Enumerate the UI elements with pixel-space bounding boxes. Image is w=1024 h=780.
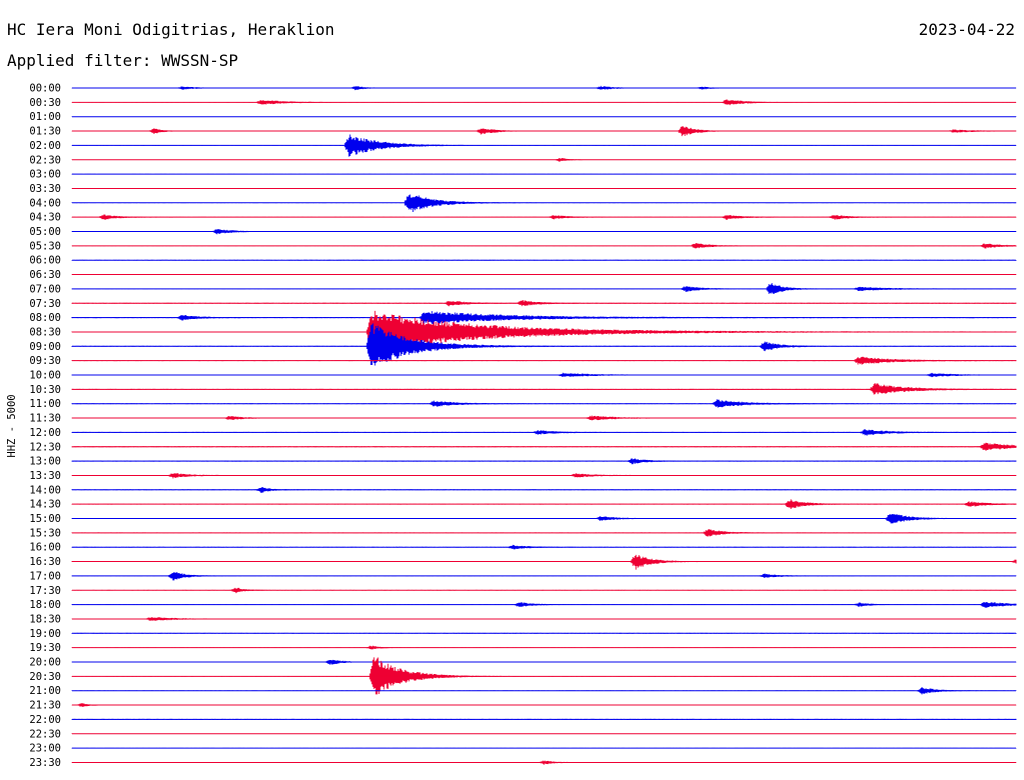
time-tick-label: 22:00 bbox=[29, 714, 61, 726]
time-tick-label: 21:30 bbox=[29, 700, 61, 712]
time-tick-label: 20:00 bbox=[29, 657, 61, 669]
time-tick-label: 16:00 bbox=[29, 542, 61, 554]
time-tick-label: 17:00 bbox=[29, 570, 61, 582]
time-tick-label: 21:00 bbox=[29, 685, 61, 697]
time-tick-label: 08:30 bbox=[29, 326, 61, 338]
time-tick-label: 15:30 bbox=[29, 527, 61, 539]
time-tick-label: 00:00 bbox=[29, 83, 61, 95]
time-tick-label: 22:30 bbox=[29, 728, 61, 740]
time-tick-label: 14:30 bbox=[29, 499, 61, 511]
time-tick-label: 17:30 bbox=[29, 585, 61, 597]
time-tick-label: 01:30 bbox=[29, 126, 61, 138]
trace-row-1630 bbox=[71, 554, 1017, 570]
time-tick-label: 02:30 bbox=[29, 154, 61, 166]
time-tick-label: 11:00 bbox=[29, 398, 61, 410]
time-tick-label: 14:00 bbox=[29, 484, 61, 496]
time-tick-label: 02:00 bbox=[29, 140, 61, 152]
time-tick-label: 18:30 bbox=[29, 613, 61, 625]
time-tick-label: 16:30 bbox=[29, 556, 61, 568]
time-tick-label: 23:00 bbox=[29, 743, 61, 755]
time-tick-label: 09:30 bbox=[29, 355, 61, 367]
time-tick-label: 15:00 bbox=[29, 513, 61, 525]
time-tick-label: 09:00 bbox=[29, 341, 61, 353]
time-tick-label: 03:30 bbox=[29, 183, 61, 195]
y-axis-label: HHZ - 5000 bbox=[6, 394, 18, 457]
time-tick-labels: 00:00 00:30 01:00 01:30 02:00 02:30 03:00 03:30… bbox=[29, 83, 61, 769]
time-tick-label: 08:00 bbox=[29, 312, 61, 324]
time-tick-label: 20:30 bbox=[29, 671, 61, 683]
time-tick-label: 03:00 bbox=[29, 169, 61, 181]
trace-rows bbox=[71, 85, 1017, 765]
time-tick-label: 10:00 bbox=[29, 370, 61, 382]
time-tick-label: 10:30 bbox=[29, 384, 61, 396]
time-tick-label: 07:00 bbox=[29, 283, 61, 295]
time-tick-label: 12:00 bbox=[29, 427, 61, 439]
time-tick-label: 01:00 bbox=[29, 111, 61, 123]
station-title: HC Iera Moni Odigitrias, Heraklion bbox=[7, 20, 335, 39]
date-label: 2023-04-22 bbox=[918, 20, 1015, 39]
time-tick-label: 13:00 bbox=[29, 456, 61, 468]
trace-row-1030 bbox=[71, 383, 1017, 395]
time-tick-label: 18:00 bbox=[29, 599, 61, 611]
time-tick-label: 23:30 bbox=[29, 757, 61, 769]
time-tick-label: 19:30 bbox=[29, 642, 61, 654]
time-tick-label: 13:30 bbox=[29, 470, 61, 482]
time-tick-label: 12:30 bbox=[29, 441, 61, 453]
time-tick-label: 06:00 bbox=[29, 255, 61, 267]
filter-label: Applied filter: WWSSN-SP bbox=[7, 51, 239, 70]
time-tick-label: 05:30 bbox=[29, 240, 61, 252]
time-tick-label: 04:00 bbox=[29, 197, 61, 209]
time-tick-label: 11:30 bbox=[29, 413, 61, 425]
time-tick-label: 19:00 bbox=[29, 628, 61, 640]
time-tick-label: 07:30 bbox=[29, 298, 61, 310]
time-tick-label: 05:00 bbox=[29, 226, 61, 238]
time-tick-label: 00:30 bbox=[29, 97, 61, 109]
time-tick-label: 06:30 bbox=[29, 269, 61, 281]
time-tick-label: 04:30 bbox=[29, 212, 61, 224]
